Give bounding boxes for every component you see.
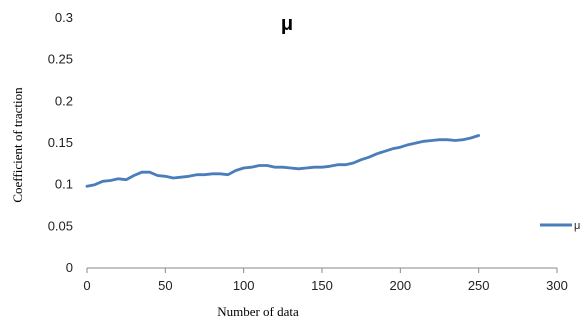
x-tick-label: 0: [83, 278, 90, 293]
x-tick-label: 150: [311, 278, 333, 293]
x-tick-labels: 0 50 100 150 200 250 300: [83, 278, 567, 293]
x-axis-title: Number of data: [217, 304, 299, 319]
y-tick-label: 0.15: [48, 135, 73, 150]
chart-title: μ: [281, 13, 293, 35]
x-tick-label: 50: [158, 278, 172, 293]
y-tick-label: 0.05: [48, 218, 73, 233]
y-tick-label: 0.1: [55, 177, 73, 192]
x-tick-label: 300: [546, 278, 568, 293]
y-tick-label: 0: [66, 260, 73, 275]
y-tick-label: 0.2: [55, 93, 73, 108]
x-tick-marks: [86, 268, 558, 273]
y-tick-labels: 0 0.05 0.1 0.15 0.2 0.25 0.3: [48, 10, 73, 275]
y-tick-label: 0.3: [55, 10, 73, 25]
legend: μ: [540, 220, 580, 232]
x-tick-label: 200: [389, 278, 411, 293]
y-axis-title: Coefficient of traction: [10, 87, 25, 203]
x-tick-label: 100: [233, 278, 255, 293]
legend-label-mu: μ: [574, 220, 580, 232]
series-line-mu: [85, 134, 481, 188]
y-tick-label: 0.25: [48, 52, 73, 67]
x-tick-label: 250: [468, 278, 490, 293]
